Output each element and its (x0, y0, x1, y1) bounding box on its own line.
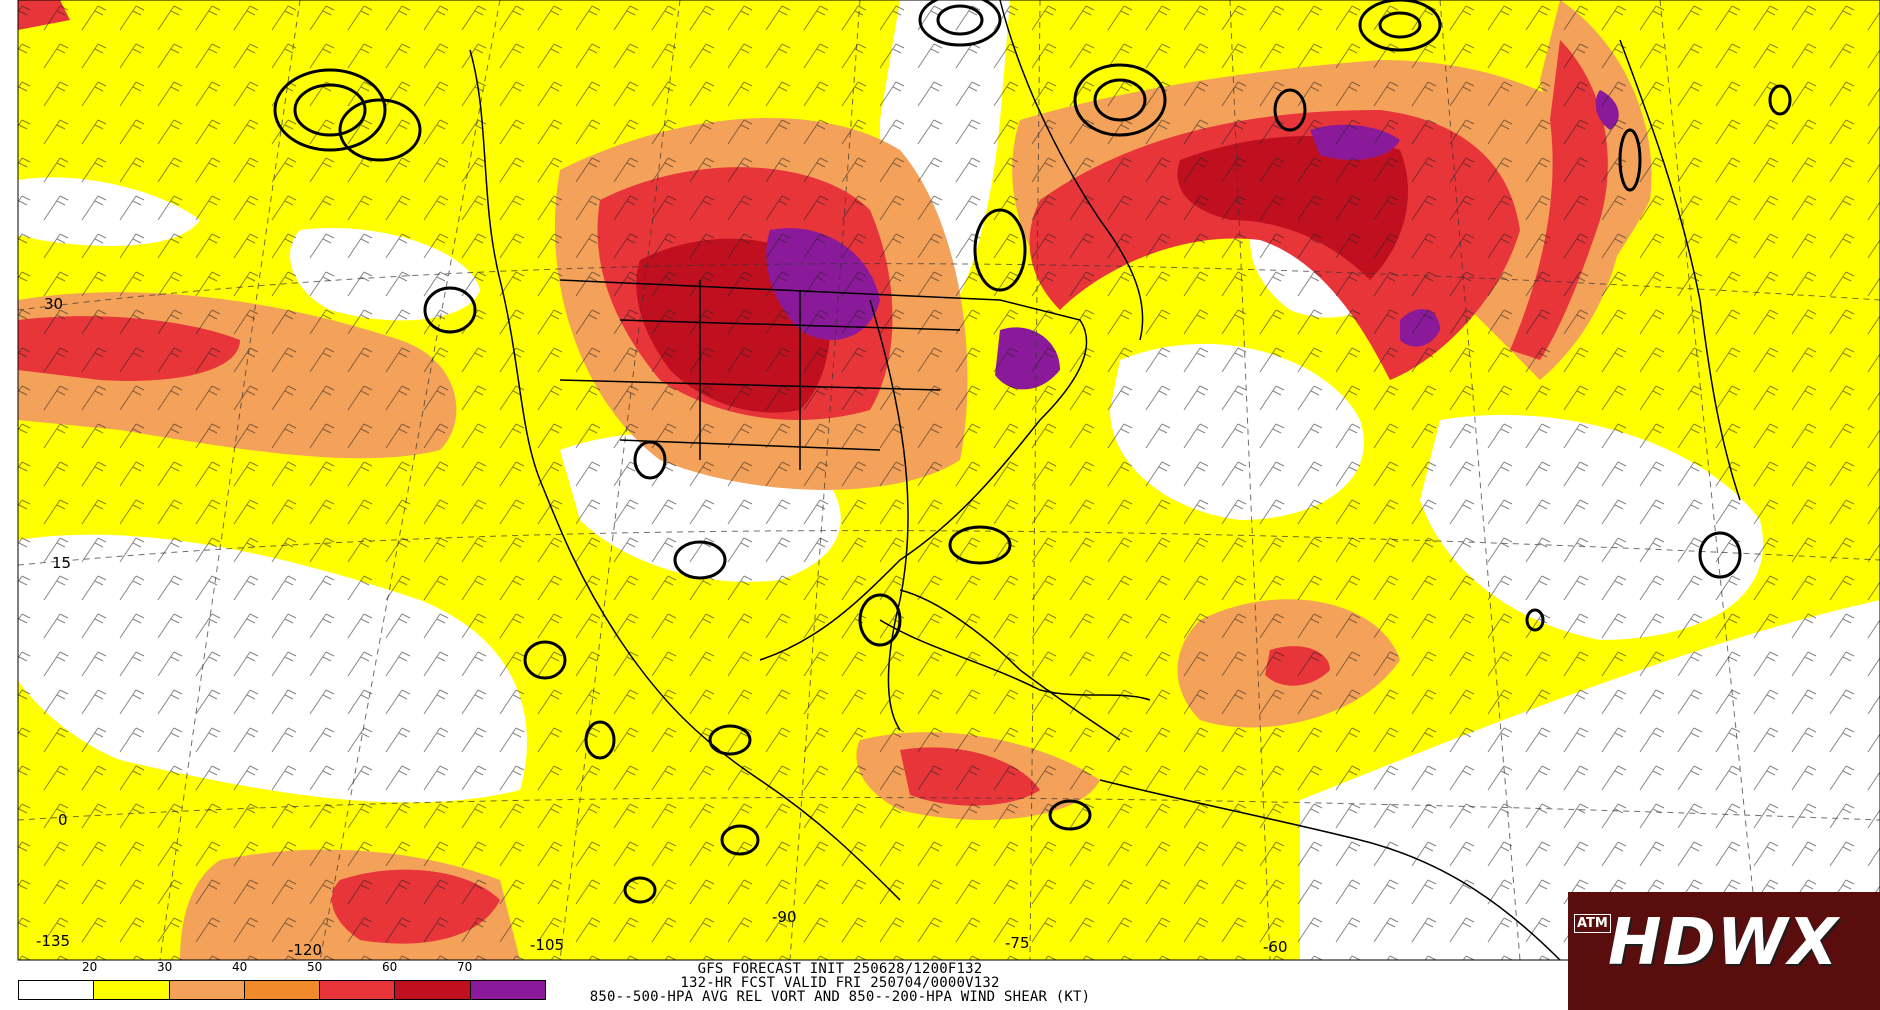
lon-label-135: -135 (36, 932, 70, 950)
caption-init: GFS FORECAST INIT 250628/1200F132 (697, 961, 983, 977)
hdwx-logo: ATM HDWX (1568, 892, 1880, 1010)
colorbar-swatch (395, 981, 471, 999)
latitude-labels: 30 15 0 (44, 295, 71, 829)
colorbar-label-40: 40 (232, 960, 248, 974)
vorticity-contours (273, 0, 1792, 904)
lon-label-90: -90 (772, 908, 797, 926)
lon-label-75: -75 (1005, 934, 1030, 952)
lat-label-15: 15 (52, 554, 71, 572)
colorbar-label-60: 60 (382, 960, 398, 974)
lon-label-120: -120 (288, 941, 322, 959)
graticule (17, 0, 1880, 961)
colorbar-label-30: 30 (157, 960, 173, 974)
caption-fields: 850--500-HPA AVG REL VORT AND 850--200-H… (589, 989, 1091, 1005)
caption-valid: 132-HR FCST VALID FRI 250704/0000V132 (680, 975, 1000, 991)
logo-text: HDWX (1608, 906, 1839, 980)
lat-label-30: 30 (44, 295, 63, 313)
tamu-emblem-icon: ATM (1574, 914, 1611, 933)
colorbar-swatch (19, 981, 95, 999)
colorbar-swatch (244, 981, 321, 999)
colorbar-swatch (320, 981, 396, 999)
longitude-labels: -135 -120 -105 -90 -75 -60 (36, 908, 1288, 959)
colorbar-swatch (169, 981, 245, 999)
wind-barbs-overlay (18, 0, 1880, 960)
lon-label-105: -105 (530, 936, 564, 954)
lat-label-0: 0 (58, 811, 68, 829)
colorbar-swatch (470, 981, 545, 999)
colorbar (18, 980, 546, 1000)
colorbar-swatch (94, 981, 170, 999)
coastlines (469, 0, 1741, 961)
colorbar-label-70: 70 (457, 960, 473, 974)
colorbar-label-20: 20 (82, 960, 98, 974)
lon-label-60: -60 (1263, 938, 1288, 956)
colorbar-label-50: 50 (307, 960, 323, 974)
